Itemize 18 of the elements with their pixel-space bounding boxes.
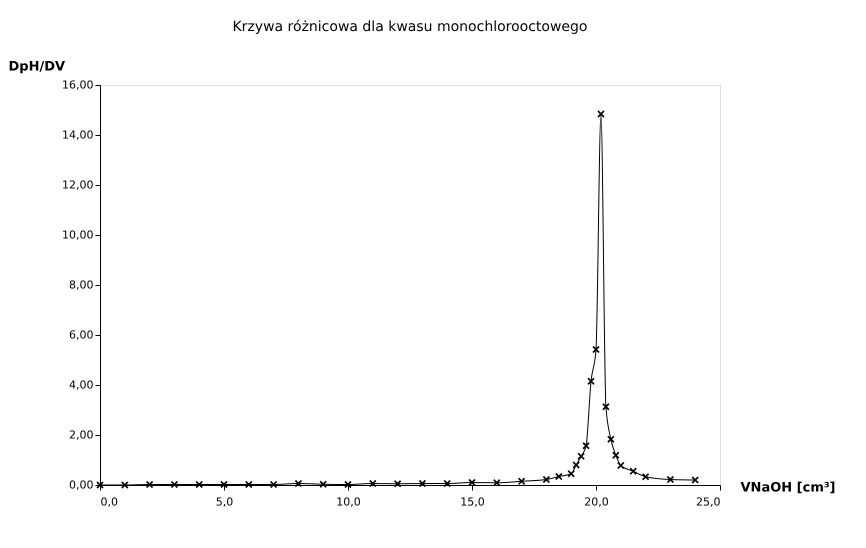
chart-title: Krzywa różnicowa dla kwasu monochlorooctowego (232, 19, 588, 35)
x-tick-label: 0,0 (100, 496, 118, 508)
x-tick-label: 15,0 (460, 496, 485, 508)
y-tick-label: 12,00 (62, 178, 94, 192)
x-axis-title: VNaOH [cm³] (740, 480, 836, 496)
y-tick-label: 10,00 (62, 228, 94, 242)
y-tick-label: 14,00 (62, 128, 94, 142)
x-tick-label: 20,0 (584, 496, 609, 508)
y-tick-label: 6,00 (69, 328, 94, 342)
y-tick-label: 16,00 (62, 78, 94, 92)
x-tick-label: 10,0 (336, 496, 361, 508)
x-tick-label: 25,0 (696, 496, 720, 508)
y-tick-label: 2,00 (69, 428, 94, 442)
y-axis-title: DpH/DV (8, 60, 66, 74)
x-tick-label: 5,0 (216, 496, 234, 508)
y-tick-label: 8,00 (69, 278, 94, 292)
y-tick-label: 4,00 (69, 378, 94, 392)
y-tick-label: 0,00 (69, 478, 94, 492)
